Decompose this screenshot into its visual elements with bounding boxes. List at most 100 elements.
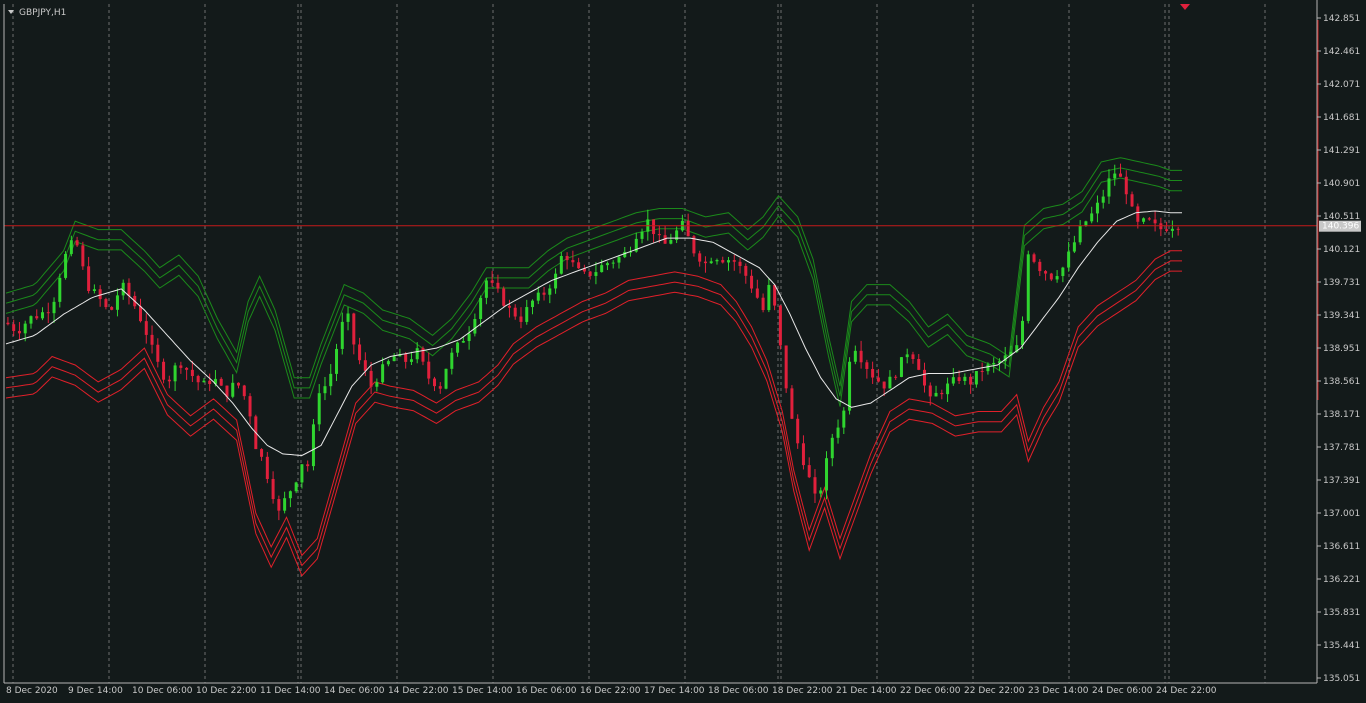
candle-body [1003, 355, 1007, 362]
candle-body [294, 482, 298, 492]
upper-band-line [5, 177, 1182, 407]
candle-body [1038, 261, 1042, 272]
candle-body [571, 260, 575, 263]
price-tick-label: 140.901 [1323, 179, 1360, 189]
candle-body [911, 354, 915, 360]
candle-body [231, 382, 235, 397]
candle-body [265, 456, 269, 479]
candle-body [75, 240, 79, 246]
candle-body [415, 348, 419, 360]
candle-body [963, 376, 967, 381]
price-axis: 142.851 142.461 142.071 141.681 141.291 140.9… [1317, 14, 1360, 684]
lower-band-line [5, 260, 1182, 567]
candle-body [611, 262, 615, 264]
candle-body [617, 257, 621, 263]
upper-band-line [5, 167, 1182, 397]
candle-body [162, 361, 166, 380]
candle-body [519, 316, 523, 322]
candle-body [836, 427, 840, 438]
candle-body [81, 245, 85, 267]
candle-body [1107, 178, 1111, 197]
time-tick-label: 18 Dec 06:00 [708, 686, 769, 696]
candle-body [629, 251, 633, 253]
candle-body [46, 312, 50, 314]
candle-body [404, 353, 408, 362]
candle-body [461, 341, 465, 343]
price-tick-label: 135.051 [1323, 674, 1360, 684]
time-tick-label: 10 Dec 22:00 [196, 686, 257, 696]
candle-body [744, 265, 748, 276]
candle-body [957, 377, 961, 381]
candle-body [1021, 320, 1025, 346]
candle-body [969, 376, 973, 385]
candle-body [340, 321, 344, 349]
candle-body [859, 350, 863, 363]
time-tick-label: 15 Dec 14:00 [452, 686, 513, 696]
candle-body [219, 378, 223, 386]
candle-body [329, 373, 333, 387]
candle-body [865, 362, 869, 369]
candle-body [853, 350, 857, 362]
candle-body [69, 240, 73, 254]
candle-body [1049, 273, 1053, 280]
candle-body [565, 256, 569, 261]
candle-body [652, 219, 656, 235]
candle-body [127, 282, 131, 296]
candle-body [882, 381, 886, 389]
price-tick-label: 142.071 [1323, 80, 1360, 90]
candle-body [761, 297, 765, 311]
price-tick-label: 135.441 [1323, 641, 1360, 651]
price-tick-label: 138.561 [1323, 377, 1360, 387]
price-tick-label: 142.851 [1323, 14, 1360, 24]
candle-body [640, 231, 644, 239]
candle-body [104, 299, 108, 308]
candle-body [709, 261, 713, 264]
chevron-down-icon[interactable] [8, 10, 14, 14]
time-tick-label: 22 Dec 22:00 [964, 686, 1025, 696]
candle-body [548, 288, 552, 295]
candle-body [64, 253, 68, 278]
candle-body [997, 361, 1001, 363]
candle-body [225, 385, 229, 397]
candle-body [1067, 251, 1071, 268]
candle-body [1159, 223, 1163, 230]
price-tick-label: 141.681 [1323, 113, 1360, 123]
candle-body [577, 262, 581, 269]
candle-body [1072, 242, 1076, 252]
candle-body [1113, 173, 1117, 179]
candle-body [542, 292, 546, 295]
candle-body [767, 284, 771, 311]
candle-body [796, 418, 800, 444]
price-tick-label: 136.221 [1323, 575, 1360, 585]
candle-body [727, 260, 731, 263]
candle-body [807, 465, 811, 478]
price-tick-label: 142.461 [1323, 47, 1360, 57]
shift-marker-icon[interactable] [1180, 4, 1190, 10]
candle-body [986, 364, 990, 372]
candle-body [190, 369, 194, 377]
candle-body [1142, 218, 1146, 222]
candle-body [559, 256, 563, 274]
candle-body [300, 464, 304, 483]
candle-body [634, 238, 638, 252]
candle-body [784, 345, 788, 389]
candle-body [306, 464, 310, 467]
time-tick-label: 17 Dec 14:00 [644, 686, 705, 696]
candle-body [525, 307, 529, 322]
symbol-label[interactable]: GBPJPY,H1 [8, 8, 66, 18]
candle-body [1119, 173, 1123, 177]
candle-body [951, 377, 955, 384]
candle-body [1015, 345, 1019, 352]
candle-body [409, 359, 413, 362]
candle-body [715, 260, 719, 262]
candle-body [6, 322, 10, 325]
moving-average-line [5, 210, 1182, 457]
candle-body [185, 367, 189, 370]
moving-average [5, 210, 1182, 457]
time-tick-label: 16 Dec 22:00 [580, 686, 641, 696]
price-tick-label: 137.001 [1323, 509, 1360, 519]
candle-body [479, 297, 483, 320]
candle-body [876, 377, 880, 382]
